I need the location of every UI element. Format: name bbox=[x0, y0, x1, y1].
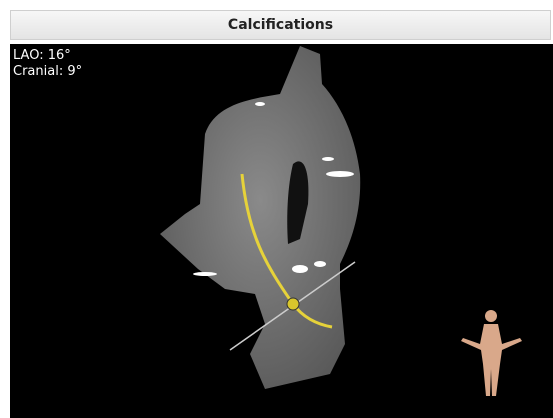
scene bbox=[160, 46, 522, 396]
orientation-figure bbox=[461, 310, 522, 396]
centerline bbox=[240, 173, 333, 329]
viewport[interactable]: LAO: 16° Cranial: 9° bbox=[10, 44, 553, 418]
calcifications bbox=[193, 102, 354, 276]
angle-label: LAO: 16° bbox=[13, 48, 71, 63]
panel-header: Calcifications bbox=[10, 10, 551, 40]
angle-label: Cranial: 9° bbox=[13, 64, 83, 79]
centerline-marker[interactable] bbox=[286, 297, 300, 311]
aorta-lumen bbox=[287, 161, 309, 244]
aorta bbox=[160, 46, 361, 389]
panel-title: Calcifications bbox=[227, 17, 334, 33]
